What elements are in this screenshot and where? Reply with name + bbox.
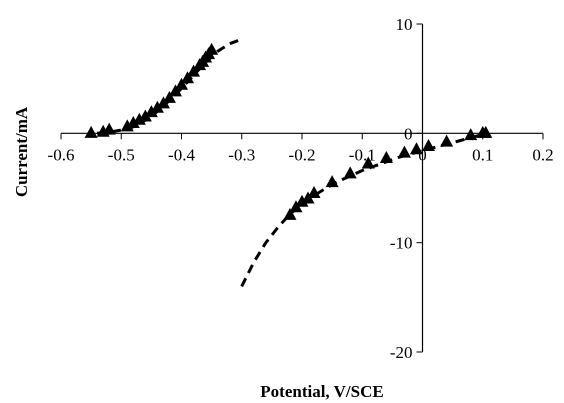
series-2-triangle-point (361, 156, 375, 169)
x-tick-label: -0.3 (228, 145, 255, 164)
series-0-triangle-point (168, 84, 182, 97)
series-2-triangle-point (379, 151, 393, 164)
series-0-triangle-point (132, 112, 146, 125)
series-0-triangle-point (102, 122, 116, 135)
series-0-triangle-point (144, 105, 158, 118)
series-0-triangle-point (138, 109, 152, 122)
series-2-triangle-point (283, 207, 297, 220)
series-2-triangle-point (409, 142, 423, 155)
series-0-triangle-point (187, 64, 201, 77)
series-3-dashed-line (240, 131, 490, 288)
x-tick-label: 0 (418, 145, 427, 164)
y-tick-label: 0 (404, 124, 413, 143)
series-0-triangle-point (120, 119, 134, 132)
series-0-triangle-point (150, 100, 164, 113)
x-tick-label: 0.2 (532, 145, 553, 164)
series-2-triangle-point (422, 139, 436, 152)
y-axis-title: Current/mA (12, 106, 31, 197)
series-0-triangle-point (126, 116, 140, 129)
series-2-triangle-point (440, 134, 454, 147)
series-0-triangle-point (181, 71, 195, 84)
x-axis-title: Potential, V/SCE (260, 382, 383, 401)
x-tick-label: -0.4 (168, 145, 195, 164)
y-tick-label: -20 (390, 343, 413, 362)
x-tick-label: -0.5 (108, 145, 135, 164)
series-2-triangle-point (325, 175, 339, 188)
series-0-triangle-point (205, 42, 219, 55)
series-0-triangle-point (175, 77, 188, 90)
series-0-triangle-point (162, 90, 176, 103)
series-2-triangle-point (295, 194, 309, 207)
series-2-triangle-point (464, 128, 478, 141)
series-2-triangle-point (397, 145, 411, 158)
series-0-triangle-point (84, 125, 98, 138)
x-tick-label: -0.1 (349, 145, 376, 164)
series-2-triangle-point (307, 186, 321, 199)
y-tick-label: -10 (390, 234, 413, 253)
x-tick-label: -0.6 (48, 145, 75, 164)
series-1-dashed-line (96, 37, 243, 135)
x-tick-label: 0.1 (472, 145, 493, 164)
x-tick-label: -0.2 (289, 145, 316, 164)
y-tick-label: 10 (396, 15, 413, 34)
series-2-triangle-point (343, 166, 357, 179)
